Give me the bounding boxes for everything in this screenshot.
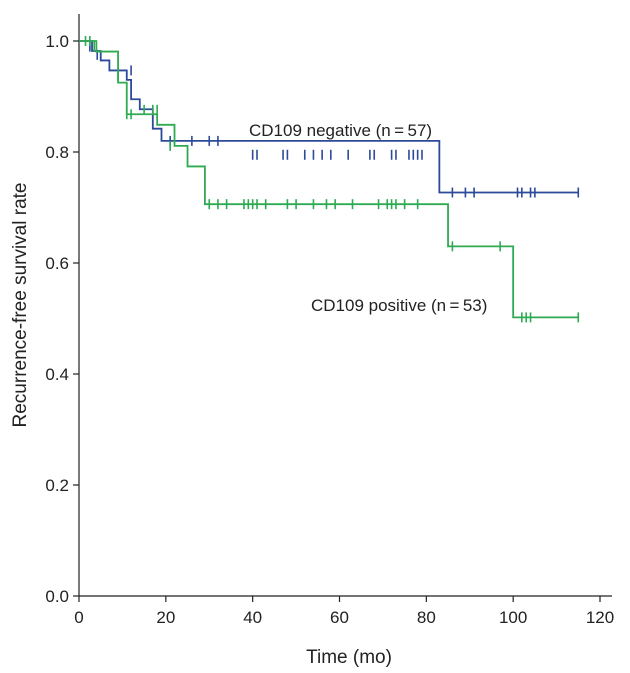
- survival-step-line: [79, 40, 579, 194]
- series-label-positive: CD109 positive (n = 53): [311, 296, 487, 315]
- survival-step-line: [79, 40, 579, 319]
- series-label-negative: CD109 negative (n = 57): [249, 121, 432, 140]
- x-tick-label: 60: [330, 608, 349, 627]
- x-tick-label: 20: [156, 608, 175, 627]
- y-tick-label: 0.8: [45, 143, 69, 162]
- y-tick-label: 0.2: [45, 476, 69, 495]
- x-tick-label: 0: [74, 608, 83, 627]
- y-tick-label: 0.6: [45, 254, 69, 273]
- y-tick-label: 1.0: [45, 32, 69, 51]
- x-tick-label: 40: [243, 608, 262, 627]
- x-axis-title: Time (mo): [306, 647, 392, 668]
- y-axis-title: Recurrence-free survival rate: [10, 183, 31, 428]
- series-1: [79, 36, 580, 323]
- series-0: [79, 40, 580, 198]
- x-tick-label: 80: [417, 608, 436, 627]
- x-tick-label: 120: [586, 608, 614, 627]
- survival-curves: [79, 36, 580, 323]
- axes: [78, 14, 612, 597]
- x-tick-label: 100: [499, 608, 527, 627]
- y-tick-label: 0.4: [45, 365, 69, 384]
- y-tick-label: 0.0: [45, 587, 69, 606]
- ticks: 0 20 40 60 80 100 120 0.0 0.2 0.4 0.6 0.8 1.0: [45, 32, 614, 627]
